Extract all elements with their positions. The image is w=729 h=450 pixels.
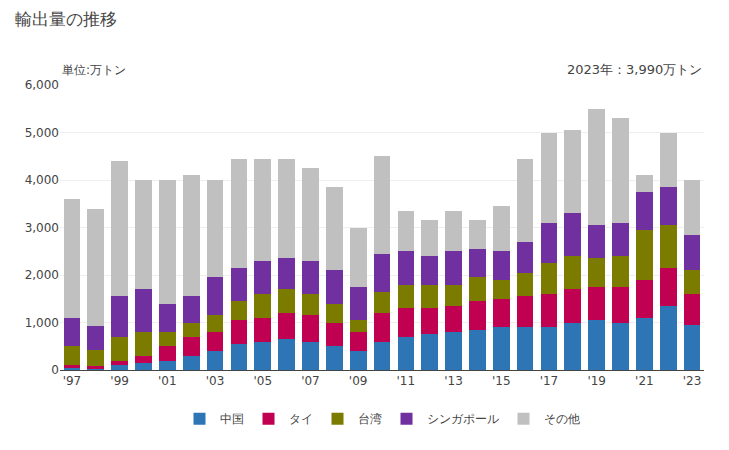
svg-text:'09: '09 [349,374,368,388]
svg-text:4,000: 4,000 [25,173,59,187]
svg-text:その他: その他 [544,412,580,426]
svg-text:'15: '15 [492,374,511,388]
svg-text:'23: '23 [683,374,702,388]
svg-text:'11: '11 [397,374,416,388]
svg-text:'21: '21 [635,374,654,388]
svg-text:輸出量の推移: 輸出量の推移 [15,9,117,29]
svg-text:タイ: タイ [289,412,313,426]
svg-text:'01: '01 [158,374,177,388]
svg-text:6,000: 6,000 [25,78,59,92]
svg-text:台湾: 台湾 [358,412,382,426]
svg-text:'07: '07 [301,374,320,388]
svg-text:'97: '97 [63,374,82,388]
svg-text:'99: '99 [110,374,129,388]
svg-text:単位:万トン: 単位:万トン [62,63,126,77]
svg-text:1,000: 1,000 [25,316,59,330]
svg-text:5,000: 5,000 [25,126,59,140]
svg-text:'03: '03 [206,374,225,388]
svg-text:シンガポール: シンガポール [427,412,499,426]
svg-text:'13: '13 [444,374,463,388]
svg-text:0: 0 [51,363,59,377]
svg-text:2,000: 2,000 [25,268,59,282]
svg-text:'17: '17 [540,374,559,388]
svg-text:3,000: 3,000 [25,221,59,235]
svg-text:2023年：3,990万トン: 2023年：3,990万トン [567,62,702,77]
svg-text:'05: '05 [253,374,272,388]
svg-text:'19: '19 [587,374,606,388]
svg-text:中国: 中国 [220,412,244,426]
